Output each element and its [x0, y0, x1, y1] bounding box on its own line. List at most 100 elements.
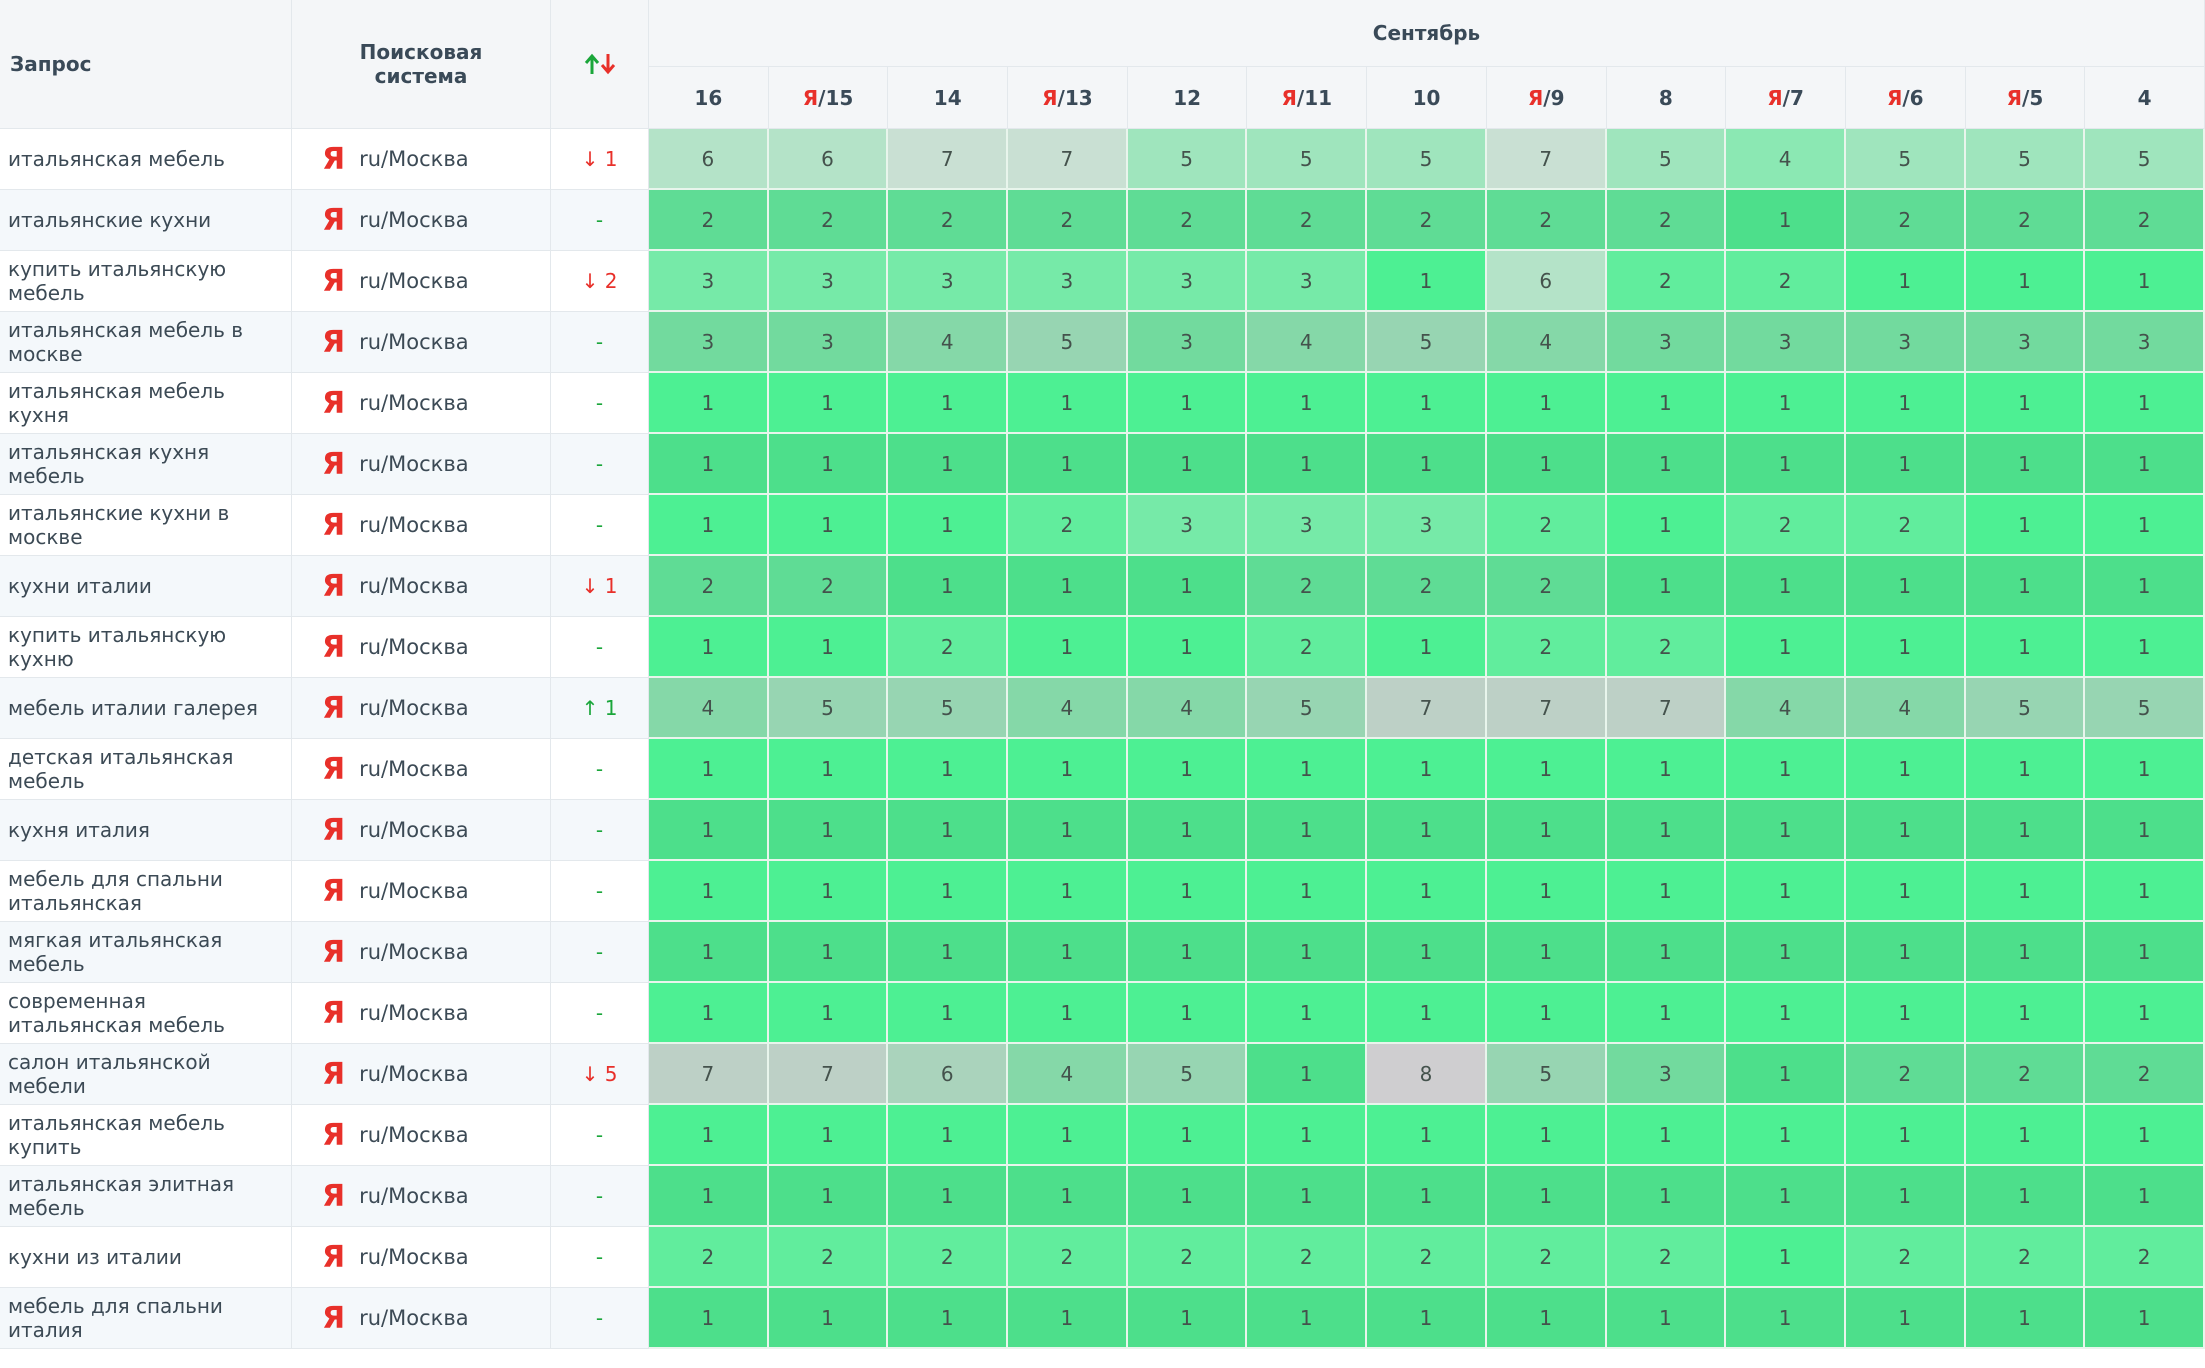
position-cell: 2 — [1008, 190, 1128, 251]
position-value: 1 — [1539, 451, 1553, 476]
position-cell: 1 — [888, 556, 1009, 617]
position-value: 1 — [1419, 939, 1433, 964]
position-cell: 1 — [888, 800, 1009, 861]
position-cell: 1 — [1606, 373, 1727, 434]
position-value: 1 — [1180, 390, 1193, 415]
position-cell: 3 — [888, 251, 1009, 312]
query-text: итальянская мебель в москве — [8, 318, 244, 366]
position-cell: 4 — [1127, 678, 1248, 739]
position-cell: 1 — [649, 495, 769, 556]
position-value: 2 — [1060, 207, 1074, 232]
engine-icon: Я — [322, 385, 346, 421]
query-cell: кухни италии — [0, 556, 292, 617]
position-cell: 2 — [1965, 190, 2086, 251]
position-cell: 2 — [649, 556, 769, 617]
position-value: 1 — [2018, 512, 2031, 537]
position-cell: 2 — [768, 556, 889, 617]
query-cell: итальянская мебель — [0, 129, 292, 190]
engine-icon: Я — [322, 812, 346, 848]
position-cell: 3 — [1965, 312, 2086, 373]
position-cell: 1 — [1845, 739, 1966, 800]
position-value: 3 — [1659, 1061, 1672, 1086]
position-value: 1 — [1539, 390, 1553, 415]
position-cell: 2 — [1247, 617, 1368, 678]
position-value: 1 — [821, 634, 834, 659]
position-cell: 4 — [1726, 678, 1846, 739]
position-value: 6 — [821, 146, 834, 171]
query-cell: мебель для спальни итальянская — [0, 861, 292, 922]
position-cell: 1 — [649, 983, 769, 1044]
position-cell: 1 — [1726, 861, 1846, 922]
date-label: /11 — [1296, 85, 1333, 110]
date-label: 14 — [933, 85, 962, 110]
position-value: 1 — [1060, 1000, 1074, 1025]
position-value: 1 — [821, 878, 834, 903]
position-cell: 2 — [1367, 1227, 1487, 1288]
position-value: 5 — [1539, 1061, 1553, 1086]
position-value: 5 — [1419, 329, 1433, 354]
position-cell: 1 — [1127, 617, 1248, 678]
position-cell: 1 — [1367, 434, 1487, 495]
position-value: 2 — [1778, 268, 1792, 293]
position-cell: 1 — [1845, 861, 1966, 922]
date-label: /7 — [1782, 85, 1804, 110]
position-value: 1 — [1778, 207, 1792, 232]
position-cell: 5 — [1965, 678, 2086, 739]
position-cell: 1 — [2085, 983, 2205, 1044]
change-cell: - — [551, 1288, 649, 1349]
position-cell: 1 — [768, 373, 889, 434]
change-cell: - — [551, 922, 649, 983]
position-cell: 2 — [1486, 495, 1607, 556]
position-cell: 1 — [1247, 1105, 1368, 1166]
position-cell: 2 — [1127, 190, 1248, 251]
position-value: 4 — [1299, 329, 1313, 354]
position-cell: 1 — [1965, 1288, 2086, 1349]
position-value: 1 — [821, 1305, 834, 1330]
position-value: 2 — [2137, 1061, 2151, 1086]
position-value: 1 — [2018, 939, 2031, 964]
change-cell: - — [551, 983, 649, 1044]
engine-icon: Я — [322, 873, 346, 909]
position-value: 1 — [1180, 817, 1193, 842]
position-cell: 3 — [649, 312, 769, 373]
engine-icon: Я — [322, 995, 346, 1031]
position-cell: 1 — [1845, 251, 1966, 312]
position-value: 1 — [2018, 1122, 2031, 1147]
position-value: 1 — [1778, 1183, 1792, 1208]
position-value: 3 — [1299, 512, 1313, 537]
header-text: Поисковая система — [359, 40, 483, 88]
position-cell: 2 — [888, 1227, 1009, 1288]
query-text: мебель для спальни итальянская — [8, 867, 223, 915]
month-header: Сентябрь — [649, 0, 2205, 67]
position-cell: 2 — [1486, 190, 1607, 251]
query-text: салон итальянской мебели — [8, 1050, 211, 1098]
position-cell: 3 — [768, 312, 889, 373]
region-text: ru/Москва — [359, 940, 469, 964]
position-value: 1 — [2137, 573, 2151, 598]
position-value: 1 — [1180, 1305, 1193, 1330]
position-cell: 3 — [1247, 251, 1368, 312]
position-value: 1 — [1898, 268, 1912, 293]
position-value: 1 — [1539, 1305, 1553, 1330]
change-header[interactable] — [551, 0, 649, 129]
position-value: 2 — [1419, 573, 1433, 598]
position-value: 1 — [1898, 634, 1912, 659]
date-header: Я/7 — [1726, 67, 1846, 129]
position-value: 1 — [940, 451, 954, 476]
change-text: - — [595, 1184, 604, 1208]
position-cell: 1 — [1726, 190, 1846, 251]
position-value: 1 — [1898, 878, 1912, 903]
position-cell: 1 — [649, 1288, 769, 1349]
position-value: 1 — [1778, 390, 1792, 415]
region-text: ru/Москва — [359, 635, 469, 659]
position-cell: 2 — [768, 1227, 889, 1288]
position-cell: 1 — [1726, 983, 1846, 1044]
position-value: 1 — [1299, 939, 1313, 964]
query-text: итальянская мебель купить — [8, 1111, 225, 1159]
position-cell: 1 — [1726, 1105, 1846, 1166]
